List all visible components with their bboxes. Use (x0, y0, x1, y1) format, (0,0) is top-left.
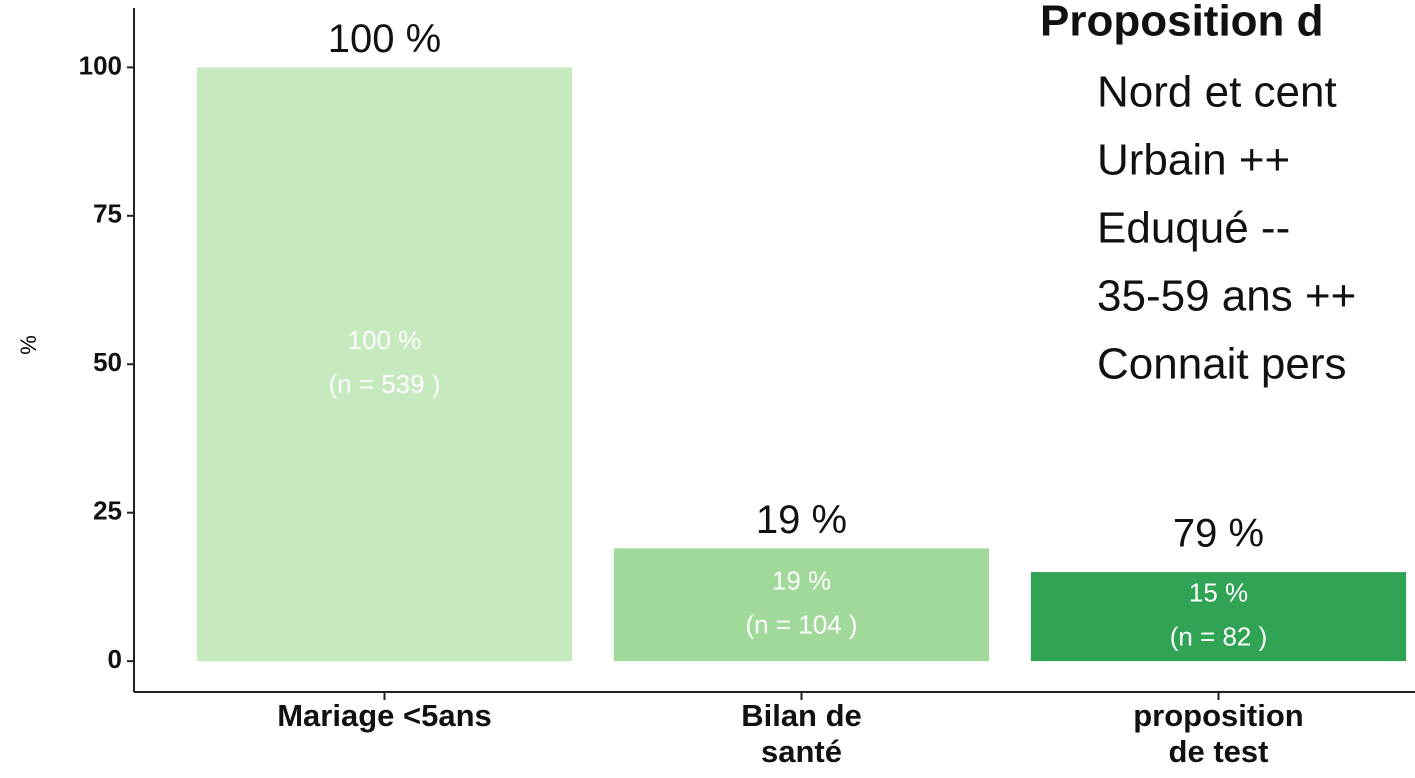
y-tick-label: 0 (108, 644, 122, 674)
annotation-title: Proposition d (1040, 0, 1324, 46)
y-tick-label: 75 (93, 199, 122, 229)
annotation-line: Connait pers (1097, 340, 1346, 389)
annotation-line: Eduqué -- (1097, 204, 1290, 253)
y-tick-label: 50 (93, 347, 122, 377)
n-label: (n = 104 ) (745, 610, 857, 640)
n-label: (n = 539 ) (328, 369, 440, 399)
x-tick-label: proposition de test (1133, 698, 1304, 769)
n-label: (n = 82 ) (1170, 621, 1268, 651)
y-axis-label: % (16, 335, 41, 355)
top-label: 100 % (328, 17, 441, 61)
value-label: 15 % (1189, 577, 1248, 607)
top-label: 19 % (756, 498, 847, 542)
annotation-line: 35-59 ans ++ (1097, 272, 1356, 321)
value-label: 100 % (348, 325, 422, 355)
y-tick-label: 100 (79, 50, 122, 80)
bar (1030, 572, 1407, 662)
annotation-line: Nord et cent (1097, 68, 1337, 117)
value-label: 19 % (772, 566, 831, 596)
x-tick-label: Bilan de santé (741, 698, 862, 769)
bar (196, 67, 573, 662)
bar (613, 548, 990, 662)
y-tick-label: 25 (93, 496, 122, 526)
annotation-line: Urbain ++ (1097, 136, 1290, 185)
x-tick-label: Mariage <5ans (277, 698, 492, 733)
top-label: 79 % (1173, 512, 1264, 556)
